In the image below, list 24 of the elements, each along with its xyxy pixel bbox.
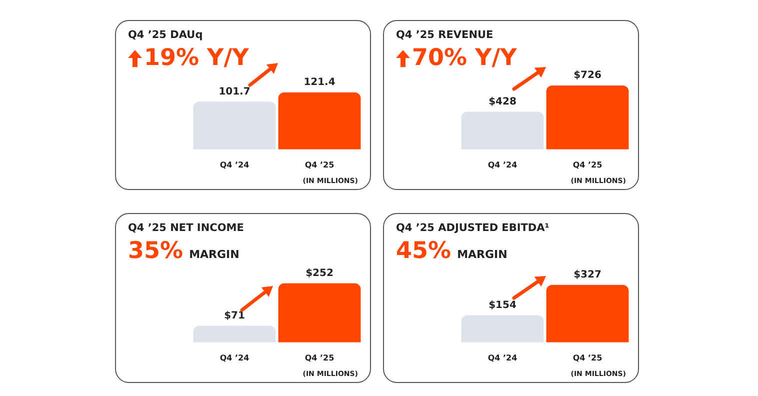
data-label: $428 bbox=[488, 96, 516, 108]
x-tick-label: Q4 ’25 bbox=[304, 353, 335, 362]
chart-subtitle: 70% Y/Y bbox=[412, 45, 517, 71]
data-label: $71 bbox=[224, 310, 245, 322]
data-label: $252 bbox=[306, 268, 334, 279]
data-label: 121.4 bbox=[304, 77, 336, 88]
x-tick-label: Q4 ’24 bbox=[220, 353, 250, 362]
data-label: 101.7 bbox=[218, 86, 250, 98]
chart-title: Q4 ’25 DAUq bbox=[128, 29, 203, 41]
x-tick-label: Q4 ’24 bbox=[488, 353, 518, 362]
chart-title: Q4 ’25 NET INCOME bbox=[128, 222, 244, 234]
chart-subtitle: 19% Y/Y bbox=[144, 45, 249, 71]
x-tick-label: Q4 ’24 bbox=[220, 160, 250, 170]
chart-title: Q4 ’25 ADJUSTED EBITDA¹ bbox=[396, 222, 550, 234]
data-label: $726 bbox=[574, 70, 602, 82]
chart-title: Q4 ’25 REVENUE bbox=[396, 29, 494, 41]
x-tick-label: Q4 ’25 bbox=[304, 160, 335, 170]
x-tick-label: Q4 ’25 bbox=[572, 160, 603, 170]
chart-subtitle: 35% MARGIN bbox=[128, 238, 240, 264]
data-label: $154 bbox=[488, 300, 516, 311]
data-label: $327 bbox=[574, 269, 602, 280]
x-tick-label: Q4 ’24 bbox=[488, 160, 518, 170]
chart-subtitle: 45% MARGIN bbox=[396, 238, 508, 264]
x-tick-label: Q4 ’25 bbox=[572, 353, 603, 362]
